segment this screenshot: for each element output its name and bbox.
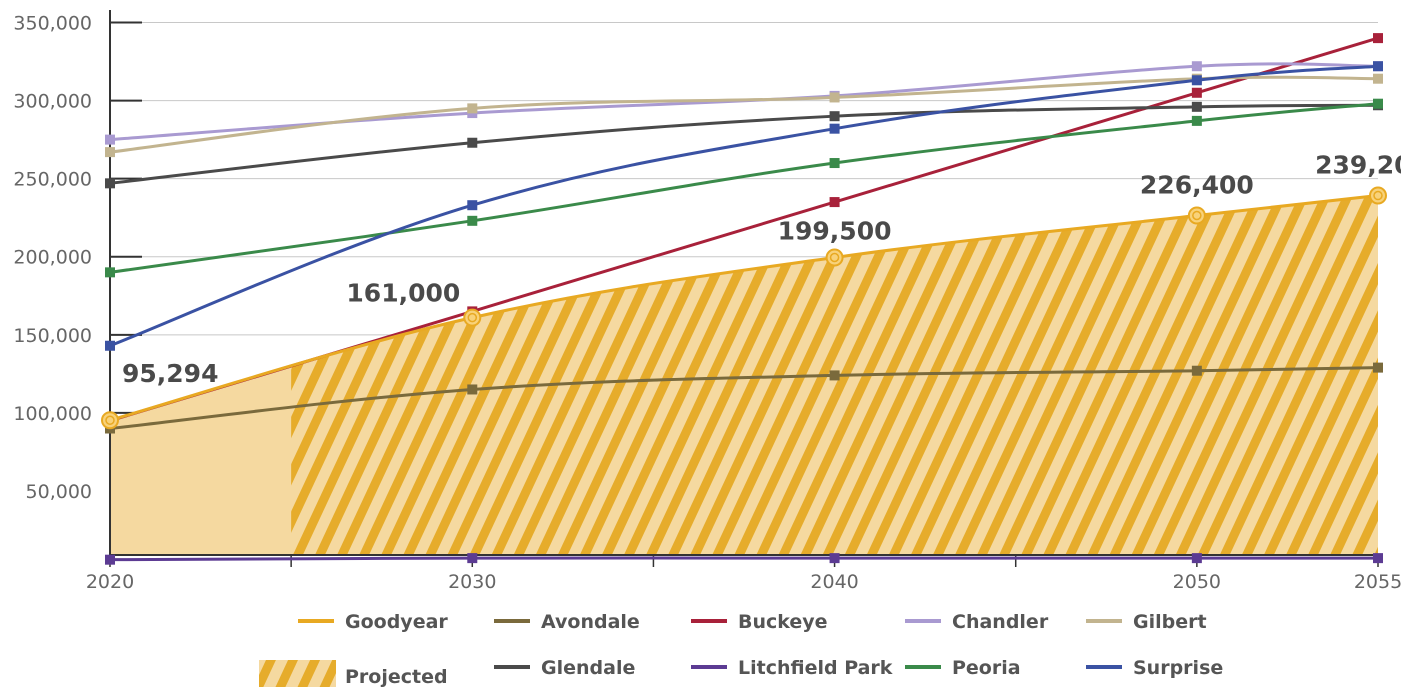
x-tick-label: 2020	[86, 571, 134, 593]
data-labels: 95,294 161,000 199,500 226,400 239,200	[122, 151, 1401, 389]
y-tick-label: 250,000	[13, 169, 92, 191]
y-axis-ticks: 50,000 100,000 150,000 200,000 250,000 300,00…	[13, 12, 142, 503]
legend-item-projected: Projected	[259, 660, 448, 687]
x-axis-ticks: 2020 2030 2040 2050 2055	[86, 571, 1401, 593]
legend-label: Goodyear	[345, 611, 448, 633]
legend-swatch-projected	[259, 660, 336, 687]
buckeye-point	[1191, 87, 1202, 98]
peoria-point	[105, 267, 115, 278]
legend-item: Gilbert	[1086, 611, 1207, 633]
gilbert-point	[467, 103, 478, 114]
litchfield-park-point	[1373, 553, 1383, 564]
peoria-line	[109, 102, 1379, 274]
gilbert-point	[1373, 73, 1383, 84]
legend-label: Glendale	[541, 657, 635, 679]
y-tick-label: 300,000	[13, 91, 92, 113]
surprise-point	[829, 123, 840, 134]
litchfield-park-line	[109, 556, 1378, 562]
goodyear-point	[101, 411, 119, 430]
goodyear-line	[109, 194, 1379, 422]
surprise-point	[1373, 61, 1383, 72]
litchfield-park-point	[467, 553, 478, 564]
goodyear-point	[825, 248, 844, 267]
legend-item: Avondale	[494, 611, 640, 633]
goodyear-point	[1187, 206, 1206, 225]
legend-label: Gilbert	[1133, 611, 1207, 633]
x-tick-label: 2055	[1354, 571, 1401, 593]
y-tick-label: 150,000	[13, 325, 92, 347]
buckeye-point	[1373, 33, 1383, 44]
legend-item: Goodyear	[298, 611, 448, 633]
gilbert-point	[105, 147, 115, 158]
litchfield-park-point	[1191, 553, 1202, 564]
x-tick-label: 2030	[448, 571, 496, 593]
avondale-point	[467, 384, 478, 395]
legend-item: Litchfield Park	[691, 657, 893, 679]
legend-label: Avondale	[541, 611, 640, 633]
data-label: 226,400	[1140, 171, 1254, 200]
goodyear-point-inner	[1192, 210, 1202, 221]
legend: Goodyear Avondale Buckeye Chandler Gilbert Gl…	[259, 611, 1223, 687]
x-tick-label: 2040	[810, 571, 858, 593]
chandler-point	[105, 134, 115, 145]
surprise-point	[1191, 75, 1202, 86]
legend-item: Buckeye	[691, 611, 828, 633]
glendale-point	[105, 178, 115, 189]
glendale-point	[1191, 101, 1202, 112]
litchfield-park-point	[105, 554, 115, 565]
avondale-point	[1191, 365, 1202, 376]
y-tick-label: 50,000	[26, 481, 92, 503]
peoria-point	[467, 215, 478, 226]
goodyear-point-inner	[467, 312, 478, 323]
goodyear-point-inner	[829, 252, 840, 263]
legend-label: Surprise	[1133, 657, 1223, 679]
legend-item: Chandler	[905, 611, 1049, 633]
goodyear-projected-hatch	[291, 195, 1378, 555]
data-label: 239,200	[1315, 151, 1401, 180]
data-label: 95,294	[122, 359, 218, 388]
legend-label-projected: Projected	[345, 666, 448, 687]
legend-label: Peoria	[952, 657, 1021, 679]
data-label: 199,500	[778, 217, 892, 246]
gilbert-point	[829, 92, 840, 103]
x-tick-label: 2050	[1173, 571, 1221, 593]
y-tick-label: 100,000	[13, 403, 92, 425]
goodyear-point	[1369, 186, 1387, 205]
legend-label: Buckeye	[738, 611, 828, 633]
peoria-point	[829, 158, 840, 169]
litchfield-park-point	[829, 553, 840, 564]
y-tick-label: 350,000	[13, 12, 92, 34]
legend-item: Surprise	[1086, 657, 1223, 679]
glendale-line	[109, 103, 1379, 185]
goodyear-area	[110, 195, 1378, 555]
goodyear-point-inner	[105, 415, 115, 425]
avondale-point	[829, 370, 840, 381]
surprise-line	[109, 64, 1379, 348]
glendale-point	[467, 137, 478, 148]
series-lines	[101, 33, 1387, 565]
avondale-line	[109, 366, 1379, 431]
peoria-point	[1373, 98, 1383, 109]
goodyear-point-inner	[1373, 190, 1383, 201]
legend-item: Glendale	[494, 657, 635, 679]
y-tick-label: 200,000	[13, 247, 92, 269]
goodyear-point	[463, 308, 482, 327]
chandler-point	[1191, 61, 1202, 72]
buckeye-point	[829, 197, 840, 208]
legend-label: Chandler	[952, 611, 1049, 633]
legend-label: Litchfield Park	[738, 657, 893, 679]
data-label: 161,000	[346, 279, 460, 308]
legend-item: Peoria	[905, 657, 1021, 679]
gilbert-line	[109, 75, 1379, 154]
surprise-point	[467, 200, 478, 211]
surprise-point	[105, 340, 115, 351]
peoria-point	[1191, 115, 1202, 126]
avondale-point	[1373, 362, 1383, 373]
glendale-point	[829, 111, 840, 122]
